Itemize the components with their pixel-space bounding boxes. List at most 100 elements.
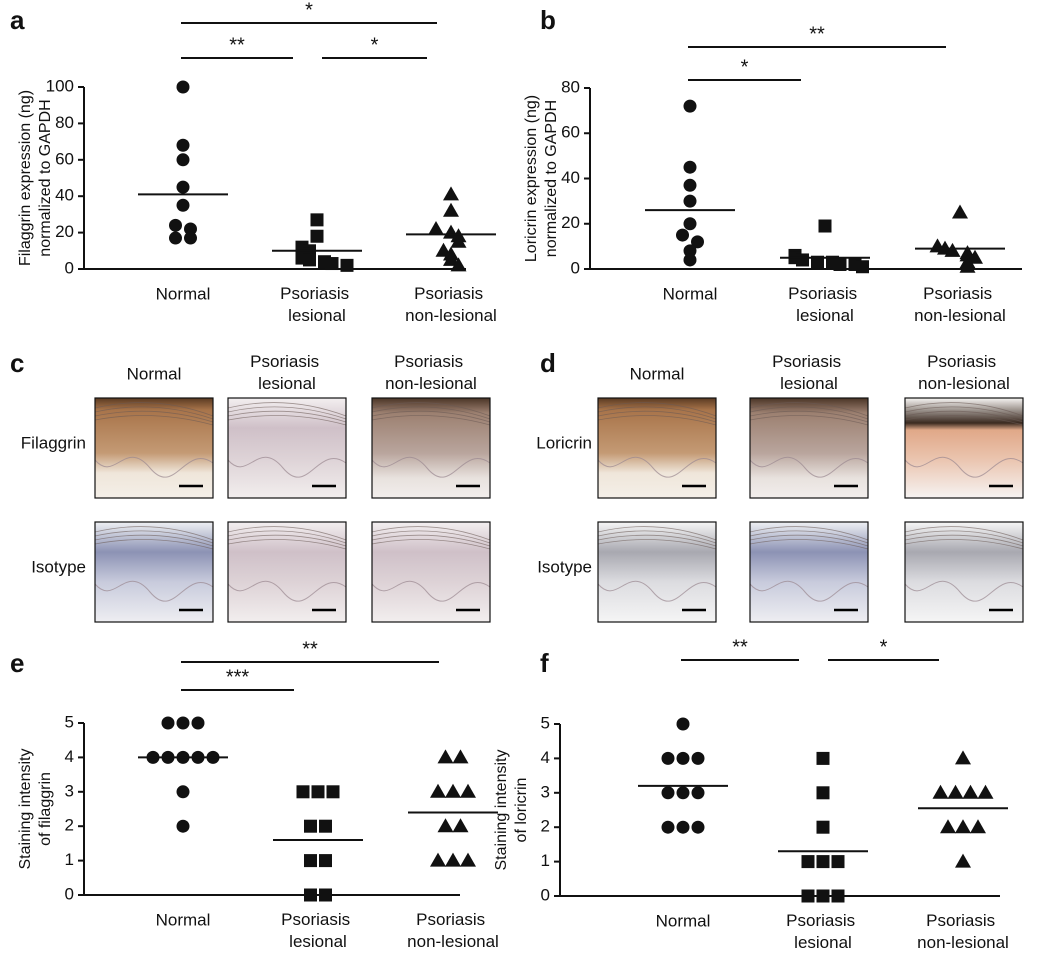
point (816, 855, 830, 869)
y-axis-label: normalized to GAPDH (37, 99, 54, 256)
point (176, 138, 190, 152)
significance-label: ** (732, 636, 748, 658)
point (304, 854, 317, 868)
image-panel: d Normal Psoriasis lesional Psoriasis non-l… (536, 348, 1024, 623)
point (176, 180, 190, 194)
tissue-fiber (94, 410, 214, 423)
point (947, 784, 964, 799)
panel-label: c (10, 348, 24, 378)
y-tick-label: 5 (541, 713, 550, 732)
x-tick-label: Psoriasis lesional (281, 910, 355, 951)
tissue-fiber (94, 526, 214, 541)
tissue-fiber (371, 402, 491, 417)
tissue-fiber (371, 534, 491, 547)
tissue-fiber (749, 406, 869, 420)
point (445, 852, 461, 867)
tissue-fiber (227, 526, 347, 541)
tissue-fiber (227, 530, 347, 544)
point (437, 818, 454, 833)
rete-ridge (597, 456, 717, 478)
micrograph (750, 398, 868, 498)
point (191, 716, 205, 730)
point (184, 222, 197, 236)
micrograph (905, 398, 1023, 498)
tissue-fiber (597, 415, 717, 426)
panel-label: f (540, 648, 549, 678)
micrograph (372, 522, 490, 622)
row-label: Isotype (537, 557, 592, 576)
tissue-fiber (371, 526, 491, 541)
point (816, 751, 830, 765)
y-tick-label: 4 (541, 748, 550, 767)
point (683, 217, 697, 231)
tissue-fiber (227, 402, 347, 417)
point (340, 258, 354, 272)
significance-label: ** (302, 638, 318, 660)
significance-label: * (741, 56, 749, 78)
point (801, 889, 815, 903)
tissue-fiber (94, 539, 214, 550)
tissue-fiber (94, 534, 214, 547)
point (801, 855, 815, 869)
point (169, 231, 182, 245)
point (955, 750, 971, 765)
x-tick-label: Psoriasis non-lesional (914, 284, 1006, 325)
x-tick-label: Normal (656, 911, 711, 930)
point (452, 749, 469, 764)
tissue-fiber (904, 402, 1024, 417)
y-tick-label: 5 (65, 712, 74, 731)
tissue-fiber (904, 410, 1024, 423)
point (661, 786, 675, 800)
micrograph (750, 522, 868, 622)
point (691, 235, 704, 249)
tissue-fiber (597, 526, 717, 541)
micrograph (905, 522, 1023, 622)
point (952, 204, 968, 219)
point (683, 194, 697, 208)
x-tick-label: Normal (156, 910, 211, 929)
y-tick-label: 4 (65, 747, 74, 766)
dot-plot: f 0 1 2 3 4 5 Staining intensity of loricrin Norm… (493, 636, 1009, 952)
point (676, 717, 690, 731)
point (450, 257, 467, 272)
point (691, 786, 705, 800)
point (176, 716, 190, 730)
tissue-fiber (904, 526, 1024, 541)
tissue-fiber (227, 539, 347, 550)
rete-ridge (371, 580, 491, 602)
point (169, 218, 182, 232)
micrograph-border (371, 521, 491, 623)
point (962, 784, 979, 799)
tissue-fiber (227, 406, 347, 420)
point (443, 251, 459, 266)
tissue-fiber (371, 406, 491, 420)
tissue-fiber (94, 415, 214, 426)
point (818, 219, 832, 233)
rete-ridge (227, 580, 347, 602)
micrograph (372, 398, 490, 498)
y-axis-label: of filaggrin (37, 772, 54, 846)
y-tick-label: 2 (541, 817, 550, 836)
tissue-fiber (749, 415, 869, 426)
x-tick-label: Psoriasis non-lesional (407, 910, 499, 951)
y-axis-label: Staining intensity (17, 749, 34, 870)
y-tick-label: 3 (541, 782, 550, 801)
dot-plot: a 0 20 40 60 80 100 Filaggrin expression (ng) no… (10, 0, 497, 325)
significance-label: ** (229, 34, 245, 56)
point (831, 855, 845, 869)
point (176, 198, 190, 212)
point (944, 242, 961, 257)
micrograph-border (749, 397, 869, 499)
point (310, 213, 324, 227)
panel-label: a (10, 5, 25, 35)
point (967, 249, 983, 264)
point (460, 783, 476, 798)
micrograph (598, 398, 716, 498)
micrograph-border (597, 397, 717, 499)
y-axis-label: Loricrin expression (ng) (523, 95, 540, 262)
point (683, 160, 697, 174)
point (977, 784, 994, 799)
image-panel: c Normal Psoriasis lesional Psoriasis non-l… (10, 348, 491, 623)
point (184, 231, 197, 245)
point (319, 888, 332, 902)
